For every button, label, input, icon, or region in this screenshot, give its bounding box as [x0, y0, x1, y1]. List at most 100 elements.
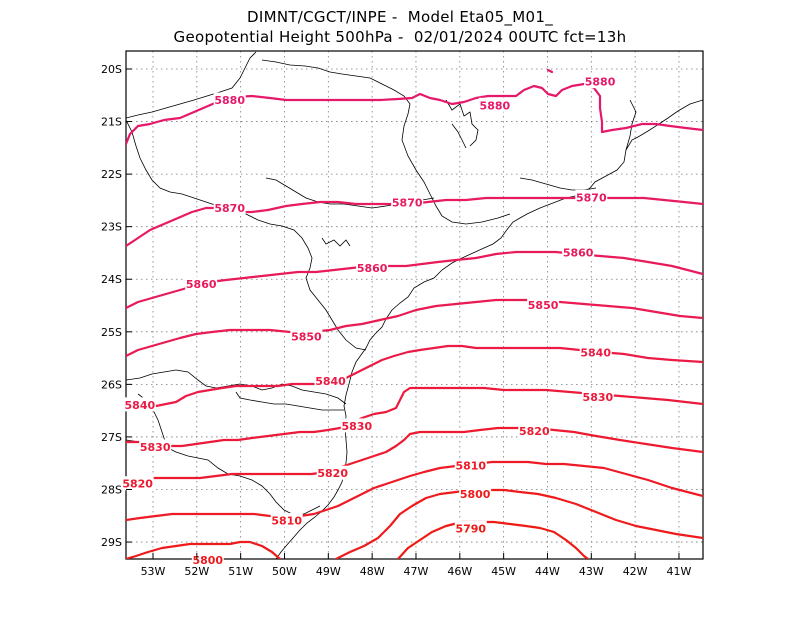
contour-label-5820: 5820	[317, 467, 348, 480]
lon-label-52W: 52W	[184, 565, 209, 578]
contour-label-background	[579, 344, 612, 359]
lake-itaipu	[321, 237, 351, 247]
lat-label-23S: 23S	[101, 221, 122, 234]
contour-lines	[126, 68, 703, 559]
state-border-mg-sp-east	[261, 59, 511, 225]
longitude-labels: 53W 52W 51W 50W 49W 48W 47W 46W 45W 44W 43W 42W 41W	[141, 553, 692, 578]
state-border-pr-sc	[235, 391, 344, 411]
contour-5830	[126, 386, 703, 448]
border-west-mid	[126, 119, 233, 209]
state-border-pr-sp	[231, 207, 367, 351]
coast-bays	[451, 123, 467, 149]
contour-label-5840: 5840	[315, 375, 346, 388]
contour-label-background	[391, 195, 424, 210]
lat-label-29S: 29S	[101, 536, 122, 549]
contour-5840	[126, 344, 703, 408]
contour-label-5830: 5830	[341, 420, 372, 433]
contour-label-5790: 5790	[455, 522, 486, 535]
contour-label-background	[340, 418, 373, 433]
state-border-ms-pr	[126, 369, 347, 405]
contour-labels: 5880 5880 5880 5870 5870 5870 5860 5860 5860 5850…	[121, 74, 617, 567]
chart-title-line1: DIMNT/CGCT/INPE - Model Eta05_M01_	[247, 8, 553, 26]
lat-label-22S: 22S	[101, 168, 122, 181]
lon-label-48W: 48W	[360, 565, 385, 578]
contour-label-5880: 5880	[480, 99, 511, 112]
contour-label-background	[527, 297, 560, 312]
lon-label-45W: 45W	[491, 565, 516, 578]
lat-lon-grid	[126, 51, 703, 559]
contour-label-5870: 5870	[392, 197, 423, 210]
contour-label-5820: 5820	[519, 425, 550, 438]
contour-label-5860: 5860	[563, 246, 594, 259]
contour-label-background	[584, 74, 617, 89]
coastline-and-borders	[126, 51, 703, 559]
lon-label-42W: 42W	[623, 565, 648, 578]
contour-label-5850: 5850	[528, 299, 559, 312]
contour-label-5860: 5860	[186, 278, 217, 291]
contour-label-background	[185, 276, 218, 291]
state-border-mg-sp	[126, 51, 257, 119]
lon-label-53W: 53W	[141, 565, 166, 578]
contour-label-5800: 5800	[460, 488, 491, 501]
latitude-labels: 20S 21S 22S 23S 24S 25S 26S 27S 28S 29S	[101, 63, 132, 549]
contour-label-5880: 5880	[214, 94, 245, 107]
contour-label-background	[213, 92, 246, 107]
chart-title-line2: Geopotential Height 500hPa - 02/01/2024 …	[173, 28, 627, 46]
coast-islands	[445, 99, 479, 147]
contour-label-5880: 5880	[585, 76, 616, 89]
contour-5850	[126, 298, 703, 358]
map-frame	[125, 50, 704, 560]
contour-label-5830: 5830	[140, 441, 171, 454]
lon-label-43W: 43W	[579, 565, 604, 578]
contour-label-background	[290, 329, 323, 344]
contour-label-background	[454, 457, 487, 472]
contour-label-5830: 5830	[583, 391, 614, 404]
contour-label-5870: 5870	[214, 202, 245, 215]
contour-label-background	[270, 513, 303, 528]
state-border-mg-es	[625, 99, 637, 151]
contour-label-5800: 5800	[192, 554, 223, 567]
contour-label-5860: 5860	[357, 262, 388, 275]
lat-label-20S: 20S	[101, 63, 122, 76]
contour-label-background	[139, 439, 172, 454]
lat-label-21S: 21S	[101, 116, 122, 129]
coastline	[275, 99, 703, 559]
lat-label-26S: 26S	[101, 378, 122, 391]
lat-label-24S: 24S	[101, 273, 122, 286]
lon-label-50W: 50W	[272, 565, 297, 578]
contour-label-background	[316, 465, 349, 480]
contour-5810	[126, 460, 703, 522]
contour-label-background	[562, 244, 595, 259]
contour-label-background	[121, 476, 154, 491]
contour-5790	[396, 520, 590, 559]
contour-label-background	[191, 552, 224, 567]
border-mg-rj	[519, 177, 597, 191]
contour-5800	[126, 540, 282, 559]
contour-label-background	[518, 423, 551, 438]
contour-label-5850: 5850	[291, 331, 322, 344]
contour-label-background	[356, 260, 389, 275]
contour-label-background	[459, 486, 492, 501]
contour-label-background	[213, 200, 246, 215]
lon-label-47W: 47W	[404, 565, 429, 578]
lon-label-44W: 44W	[535, 565, 560, 578]
lon-label-51W: 51W	[228, 565, 253, 578]
contour-label-5810: 5810	[271, 515, 302, 528]
contour-label-5870: 5870	[576, 191, 607, 204]
contour-label-5820: 5820	[122, 478, 153, 491]
lat-label-28S: 28S	[101, 483, 122, 496]
contour-5880	[126, 82, 703, 146]
contour-label-5810: 5810	[455, 459, 486, 472]
contour-5820	[126, 426, 703, 482]
lon-label-41W: 41W	[667, 565, 692, 578]
lon-label-49W: 49W	[316, 565, 341, 578]
contour-label-background	[123, 397, 156, 412]
contour-label-background	[454, 520, 487, 535]
lat-label-27S: 27S	[101, 431, 122, 444]
lon-label-46W: 46W	[447, 565, 472, 578]
contour-label-background	[575, 189, 608, 204]
contour-5880-islet	[546, 68, 554, 74]
contour-label-5840: 5840	[580, 346, 611, 359]
contour-label-background	[314, 373, 347, 388]
